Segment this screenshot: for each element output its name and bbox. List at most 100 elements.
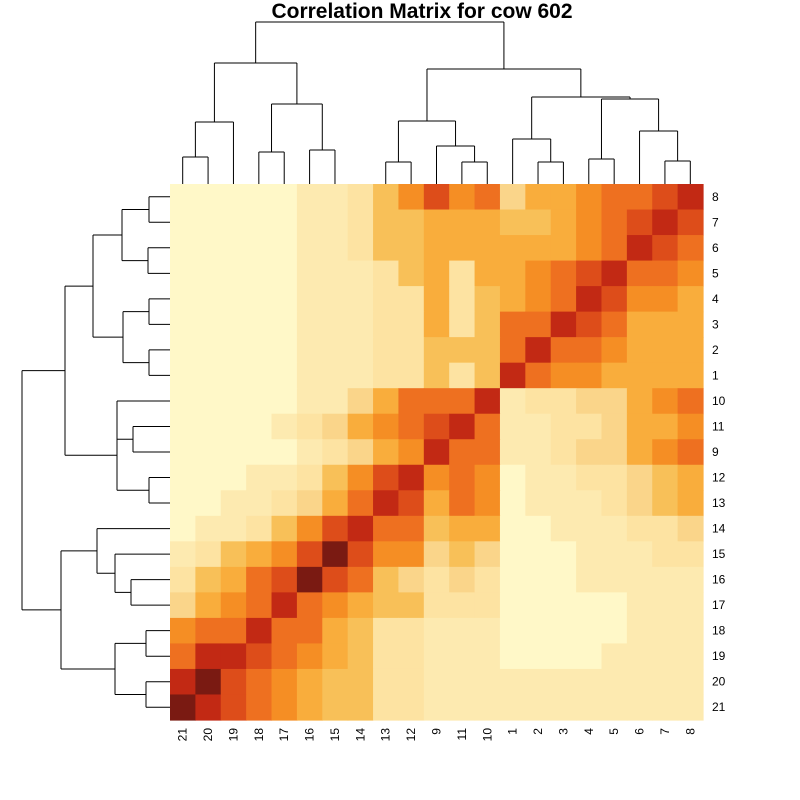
heatmap-cell — [322, 515, 349, 542]
x-tick-label: 2 — [531, 728, 545, 735]
heatmap-cell — [550, 643, 577, 670]
heatmap-cell — [347, 362, 374, 389]
heatmap-cell — [550, 235, 577, 262]
heatmap-cell — [220, 566, 247, 593]
heatmap-cell — [195, 617, 222, 645]
y-tick-label: 9 — [712, 445, 719, 459]
heatmap-cell — [677, 490, 704, 517]
heatmap-cell — [576, 490, 603, 517]
heatmap-cell — [652, 668, 679, 696]
heatmap-cell — [525, 617, 552, 645]
heatmap-cell — [652, 362, 679, 389]
heatmap-cell — [525, 260, 552, 287]
heatmap-cell — [677, 388, 704, 415]
heatmap-cell — [677, 566, 704, 593]
heatmap-cell — [474, 592, 501, 619]
heatmap-cell — [170, 592, 196, 619]
heatmap-cell — [398, 541, 425, 568]
heatmap-cell — [322, 311, 349, 338]
heatmap-cell — [525, 413, 552, 440]
heatmap-cell — [296, 439, 323, 466]
heatmap-cell — [652, 464, 679, 491]
heatmap-cell — [322, 209, 349, 236]
y-tick-label: 10 — [712, 394, 726, 408]
heatmap-cell — [550, 209, 577, 236]
heatmap-cell — [220, 515, 247, 542]
heatmap-cell — [373, 592, 400, 619]
heatmap-cell — [220, 490, 247, 517]
heatmap-cell — [626, 592, 653, 619]
heatmap-cell — [170, 541, 196, 568]
heatmap-cell — [322, 464, 349, 491]
heatmap-cell — [525, 439, 552, 466]
heatmap-cell — [373, 209, 400, 236]
heatmap-cell — [601, 643, 628, 670]
x-tick-label: 15 — [328, 728, 342, 742]
heatmap-cell — [347, 311, 374, 338]
heatmap-cell — [550, 388, 577, 415]
heatmap-cell — [423, 668, 450, 696]
heatmap-cell — [373, 668, 400, 696]
heatmap-cell — [652, 515, 679, 542]
heatmap-cell — [271, 592, 298, 619]
heatmap-cell — [550, 668, 577, 696]
heatmap-cell — [652, 694, 679, 721]
x-tick-label: 14 — [353, 728, 367, 742]
heatmap-cell — [271, 643, 298, 670]
heatmap-cell — [449, 235, 476, 262]
heatmap-cell — [195, 643, 222, 670]
heatmap-cell — [195, 362, 222, 389]
y-tick-label: 6 — [712, 241, 719, 255]
heatmap-cell — [296, 184, 323, 211]
heatmap-cell — [423, 490, 450, 517]
heatmap-cell — [449, 209, 476, 236]
heatmap-cell — [423, 311, 450, 338]
heatmap-cell — [474, 643, 501, 670]
heatmap-cell — [652, 490, 679, 517]
heatmap-cell — [347, 464, 374, 491]
heatmap-cell — [499, 235, 526, 262]
heatmap-cell — [576, 311, 603, 338]
heatmap-cell — [525, 337, 552, 364]
heatmap-cell — [525, 490, 552, 517]
heatmap-cell — [373, 337, 400, 364]
heatmap-cell — [626, 668, 653, 696]
heatmap-cell — [373, 413, 400, 440]
heatmap-cell — [576, 592, 603, 619]
heatmap-cell — [170, 311, 196, 338]
heatmap-cell — [601, 592, 628, 619]
heatmap-cell — [626, 566, 653, 593]
heatmap-cell — [322, 668, 349, 696]
heatmap-cell — [525, 643, 552, 670]
heatmap-cell — [652, 413, 679, 440]
heatmap-cell — [398, 311, 425, 338]
heatmap-cell — [576, 643, 603, 670]
heatmap-cell — [652, 184, 679, 211]
heatmap-cell — [347, 592, 374, 619]
heatmap-cell — [677, 184, 704, 211]
heatmap-cell — [271, 388, 298, 415]
heatmap-cell — [499, 643, 526, 670]
heatmap-cell — [423, 592, 450, 619]
heatmap-cell — [499, 566, 526, 593]
heatmap-cell — [499, 184, 526, 211]
heatmap-cell — [550, 541, 577, 568]
heatmap-cell — [601, 311, 628, 338]
heatmap-cell — [499, 388, 526, 415]
heatmap-cell — [677, 617, 704, 645]
heatmap-cell — [449, 668, 476, 696]
heatmap-cell — [626, 337, 653, 364]
x-tick-label: 16 — [303, 728, 317, 742]
heatmap-cell — [626, 184, 653, 211]
heatmap-cell — [525, 388, 552, 415]
heatmap-cell — [449, 694, 476, 721]
heatmap-cell — [296, 337, 323, 364]
x-tick-label: 11 — [455, 728, 469, 741]
heatmap-cell — [652, 235, 679, 262]
heatmap-cell — [220, 235, 247, 262]
heatmap-cell — [246, 694, 273, 721]
heatmap-cell — [652, 388, 679, 415]
heatmap-cell — [601, 413, 628, 440]
heatmap-cell — [322, 286, 349, 313]
heatmap-cell — [296, 592, 323, 619]
